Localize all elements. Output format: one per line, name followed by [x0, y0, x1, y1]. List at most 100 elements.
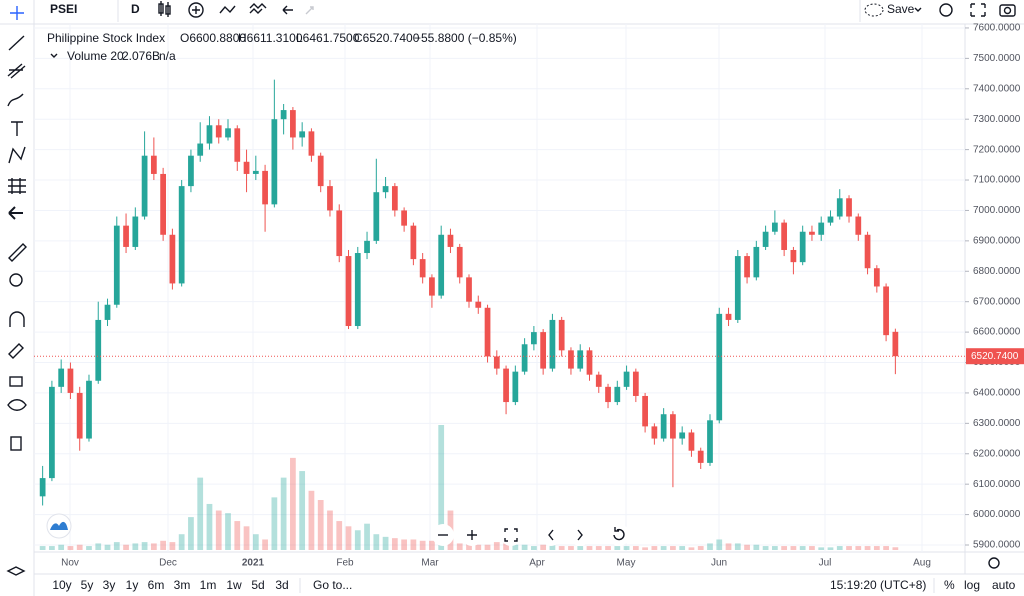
timeframe-button[interactable]: 1w [226, 578, 242, 592]
volume-bar [49, 546, 55, 550]
candle-body [883, 286, 889, 336]
volume-bar [781, 546, 788, 550]
timeframe-button[interactable]: 1y [126, 578, 139, 592]
collapse-icon[interactable] [50, 53, 58, 58]
compare-icon[interactable] [219, 5, 236, 14]
redo-icon[interactable] [305, 6, 314, 15]
volume-bar [58, 544, 65, 550]
volume-bar [141, 542, 148, 550]
layers-icon[interactable] [6, 566, 26, 576]
candle-type-icon[interactable] [158, 1, 171, 17]
candle-body [308, 131, 315, 156]
candle-body [262, 170, 268, 205]
save-dropdown[interactable] [914, 7, 922, 12]
time-label: Apr [529, 558, 545, 569]
candle-body [373, 192, 380, 241]
save-button[interactable]: Save [887, 2, 915, 16]
reset-zoom[interactable] [500, 524, 522, 546]
volume-bar [725, 543, 732, 550]
candle-body [280, 110, 287, 120]
timeframe-button[interactable]: 1m [200, 578, 217, 592]
volume-bar [410, 539, 417, 550]
y-tick-label: 6700.0000 [973, 296, 1021, 307]
volume-bar [280, 477, 287, 550]
volume-bar [818, 547, 825, 550]
goto-button[interactable]: Go to... [313, 578, 352, 592]
axis-settings[interactable] [988, 557, 1000, 569]
hide-tools[interactable] [8, 206, 23, 220]
candle-body [364, 240, 370, 254]
candle-body [382, 186, 389, 193]
fib-tool[interactable] [7, 63, 26, 79]
undo-icon[interactable] [282, 5, 293, 15]
candle-body [614, 386, 621, 403]
volume-bar [873, 546, 880, 550]
trash-tool[interactable] [10, 436, 22, 451]
candle-body [39, 478, 46, 497]
timeframe-button[interactable]: 6m [148, 578, 165, 592]
chart-title: Philippine Stock Index [47, 31, 165, 45]
candle-body [49, 386, 55, 479]
volume-bar [531, 546, 537, 550]
fullscreen-icon[interactable] [970, 3, 986, 17]
symbol[interactable]: PSEI [50, 2, 77, 16]
percent-mode[interactable]: % [944, 578, 955, 592]
candle-body [299, 131, 306, 138]
settings-icon[interactable] [939, 3, 953, 17]
reset-chart[interactable] [608, 524, 630, 546]
volume-bar [855, 546, 862, 550]
candle-body [466, 277, 472, 302]
candle-body [234, 128, 241, 162]
brush-tool[interactable] [7, 93, 24, 107]
volume-bar [846, 546, 852, 550]
candle-body [586, 350, 593, 375]
ruler-tool[interactable] [8, 243, 27, 262]
magnet-tool[interactable] [9, 311, 25, 327]
prediction-tool[interactable] [8, 178, 26, 194]
volume-bar [76, 544, 83, 550]
log-mode[interactable]: log [964, 578, 980, 592]
timeframe-button[interactable]: 3d [275, 578, 288, 592]
candle-body [419, 259, 426, 278]
trendline-tool[interactable] [8, 35, 25, 51]
text-tool[interactable] [11, 121, 23, 136]
zoom-out[interactable] [432, 524, 454, 546]
indicators-icon[interactable] [249, 3, 267, 14]
candle-body [150, 155, 157, 174]
volume-bar [206, 503, 213, 550]
candle-body [67, 368, 74, 393]
auto-mode[interactable]: auto [992, 578, 1016, 592]
interval[interactable]: D [131, 2, 140, 16]
y-tick-label: 7600.0000 [973, 23, 1021, 34]
volume-bar [670, 546, 676, 550]
snapshot-icon[interactable] [999, 4, 1016, 17]
timeframe-button[interactable]: 10y [52, 578, 71, 592]
candle-body [188, 155, 194, 187]
time-label: Feb [336, 558, 354, 569]
candle-body [688, 432, 695, 451]
volume-bar [771, 546, 778, 550]
volume-bar [549, 544, 556, 550]
volume-bar [864, 546, 871, 550]
timeframe-button[interactable]: 5d [251, 578, 264, 592]
lock-tool[interactable] [9, 376, 23, 387]
timeframe-button[interactable]: 3m [174, 578, 191, 592]
candle-body [86, 380, 92, 439]
candle-body [123, 225, 129, 247]
volume-bar [95, 543, 102, 550]
lock-draw-tool[interactable] [8, 343, 24, 359]
candle-body [846, 198, 852, 217]
add-indicator-icon[interactable] [188, 2, 204, 18]
visibility-tool[interactable] [7, 399, 27, 411]
volume-bar [503, 543, 509, 550]
zoom-tool[interactable] [9, 273, 23, 287]
scroll-right[interactable] [569, 524, 591, 546]
timeframe-button[interactable]: 5y [81, 578, 94, 592]
pattern-tool[interactable] [8, 146, 26, 164]
scroll-left[interactable] [540, 524, 562, 546]
zoom-in[interactable] [461, 524, 483, 546]
timeframe-button[interactable]: 3y [103, 578, 116, 592]
crosshair-tool[interactable] [10, 6, 24, 20]
volume-bar [169, 542, 176, 550]
